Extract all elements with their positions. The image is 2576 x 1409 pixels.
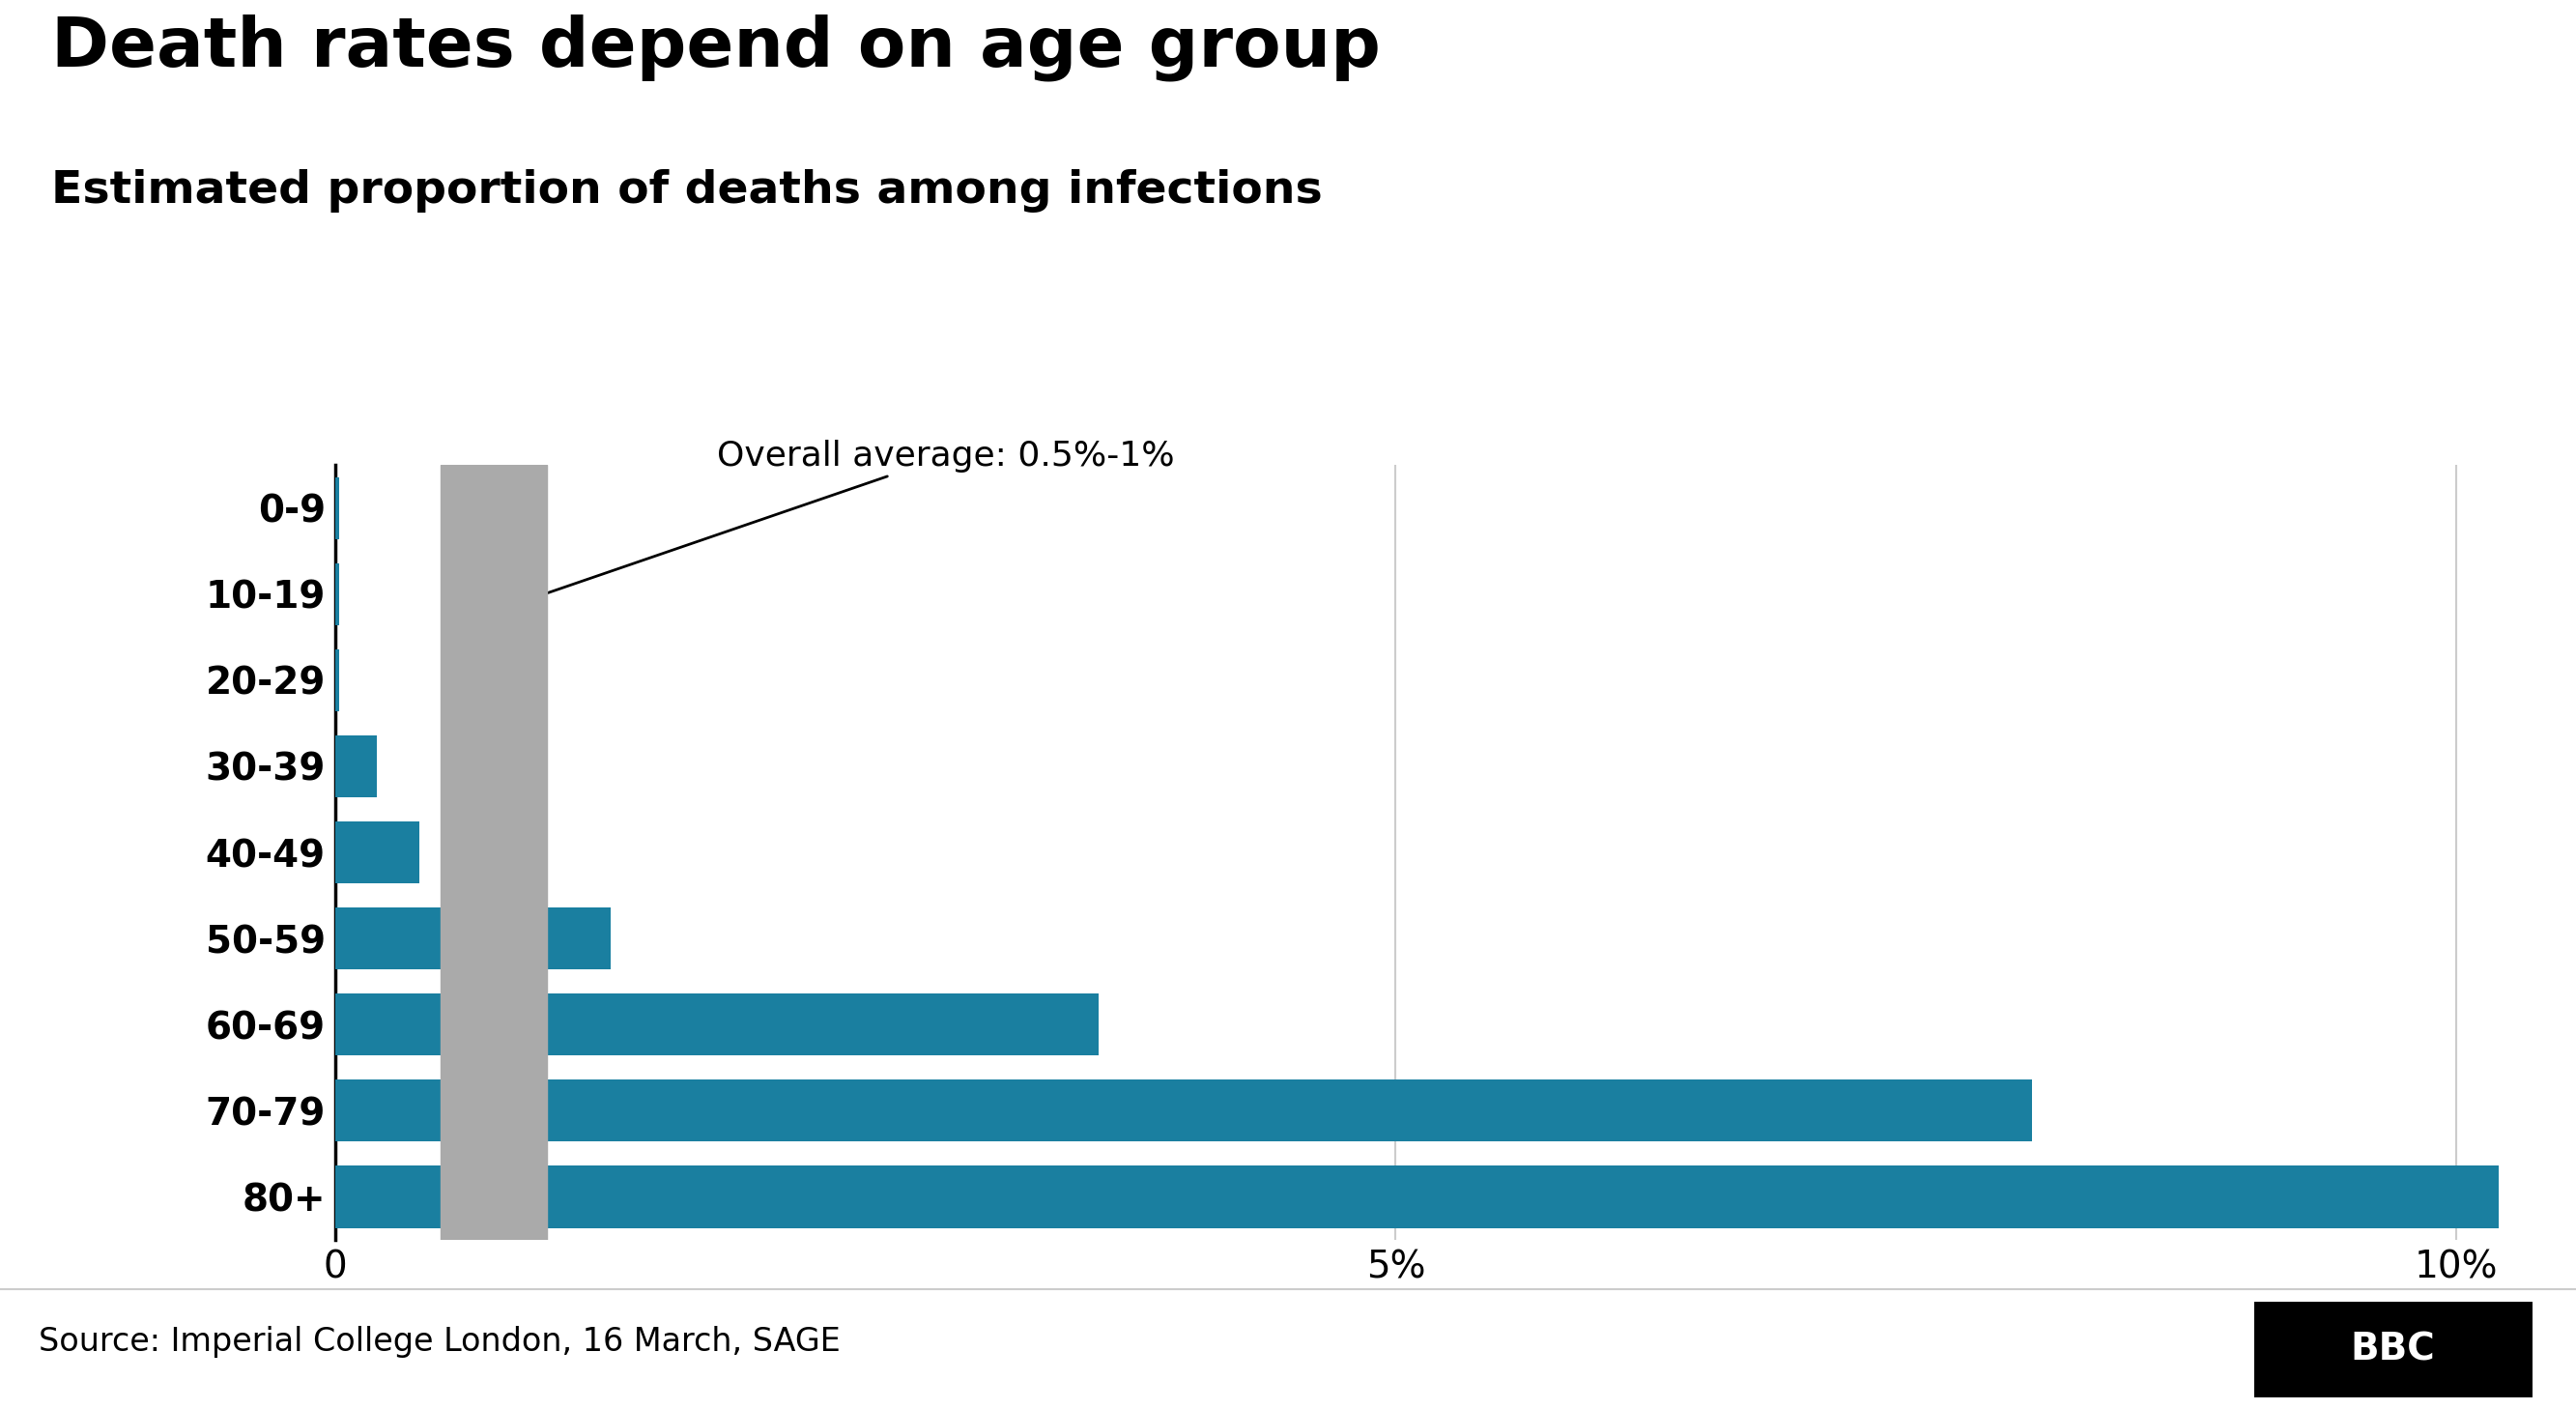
- Bar: [335, 735, 376, 797]
- Bar: [335, 993, 1097, 1055]
- Text: Overall average: 0.5%-1%: Overall average: 0.5%-1%: [500, 440, 1175, 612]
- Bar: [335, 821, 420, 883]
- Bar: [335, 564, 340, 626]
- Text: Estimated proportion of deaths among infections: Estimated proportion of deaths among inf…: [52, 169, 1324, 213]
- Text: Source: Imperial College London, 16 March, SAGE: Source: Imperial College London, 16 Marc…: [39, 1326, 840, 1357]
- Bar: [335, 478, 340, 540]
- Bar: [335, 1079, 2032, 1141]
- Bar: [335, 907, 611, 969]
- Bar: [440, 465, 546, 1240]
- Bar: [335, 1165, 2576, 1227]
- Bar: [335, 650, 340, 712]
- Text: BBC: BBC: [2352, 1332, 2434, 1368]
- Text: Death rates depend on age group: Death rates depend on age group: [52, 14, 1381, 82]
